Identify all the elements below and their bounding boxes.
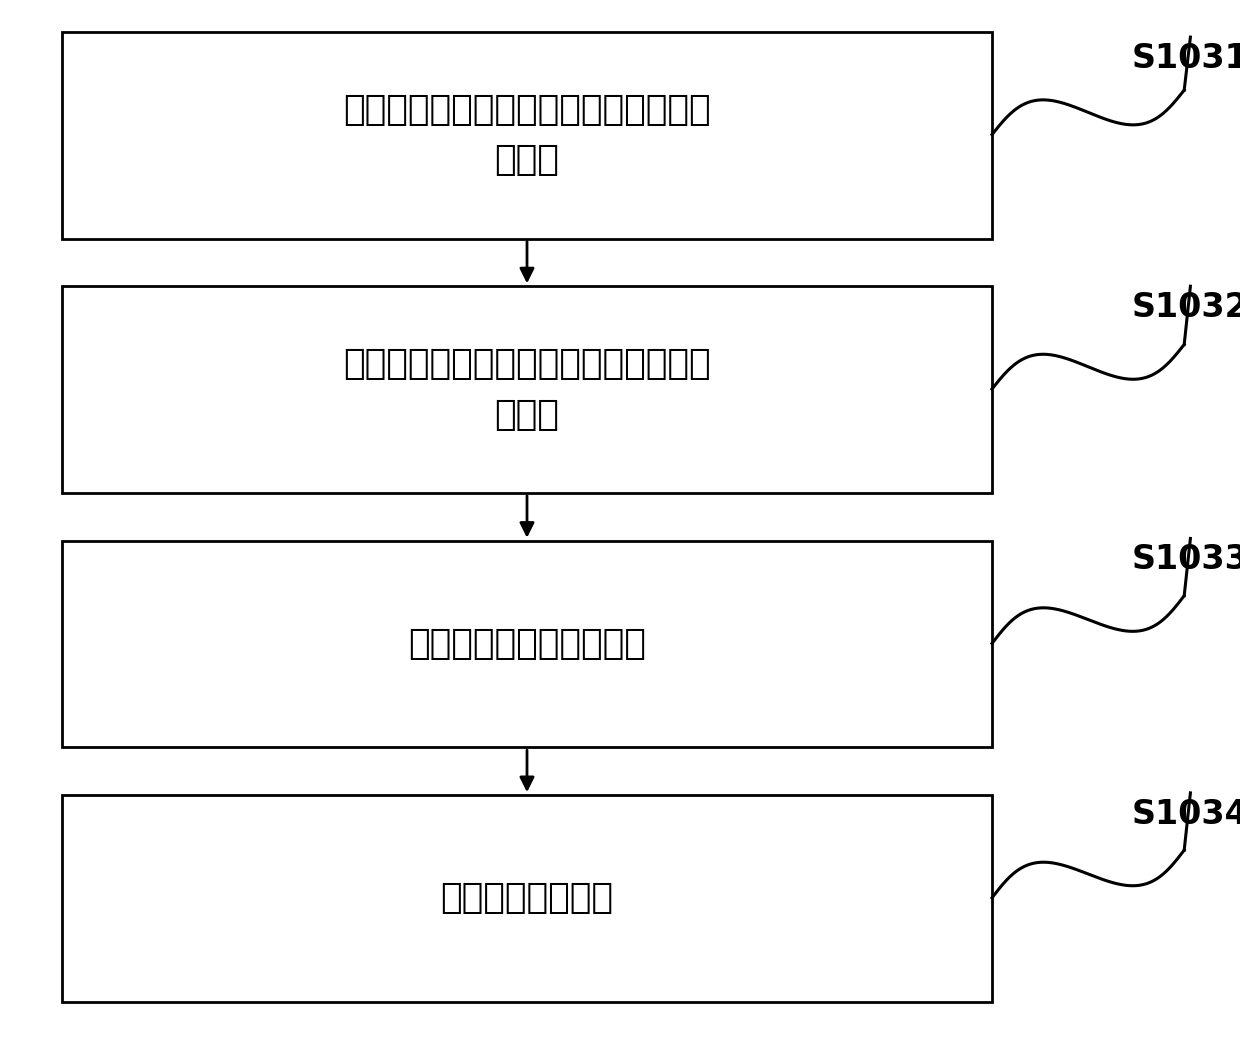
Text: S1033: S1033: [1132, 543, 1240, 577]
Text: S1032: S1032: [1132, 290, 1240, 324]
Text: 确定只考虑几何刚度时拉索的频率的计
算公式: 确定只考虑几何刚度时拉索的频率的计 算公式: [343, 93, 711, 177]
Text: 得出第一关系函数: 得出第一关系函数: [440, 881, 614, 916]
Text: 确定只考虑弯曲刚度时拉索的频率的计
算公式: 确定只考虑弯曲刚度时拉索的频率的计 算公式: [343, 348, 711, 431]
Text: S1031: S1031: [1132, 41, 1240, 75]
Text: 确定拉索索力的计算公式: 确定拉索索力的计算公式: [408, 626, 646, 661]
Bar: [62, 286, 992, 493]
Bar: [62, 541, 992, 747]
Bar: [62, 32, 992, 238]
Text: S1034: S1034: [1132, 797, 1240, 831]
Bar: [62, 795, 992, 1002]
